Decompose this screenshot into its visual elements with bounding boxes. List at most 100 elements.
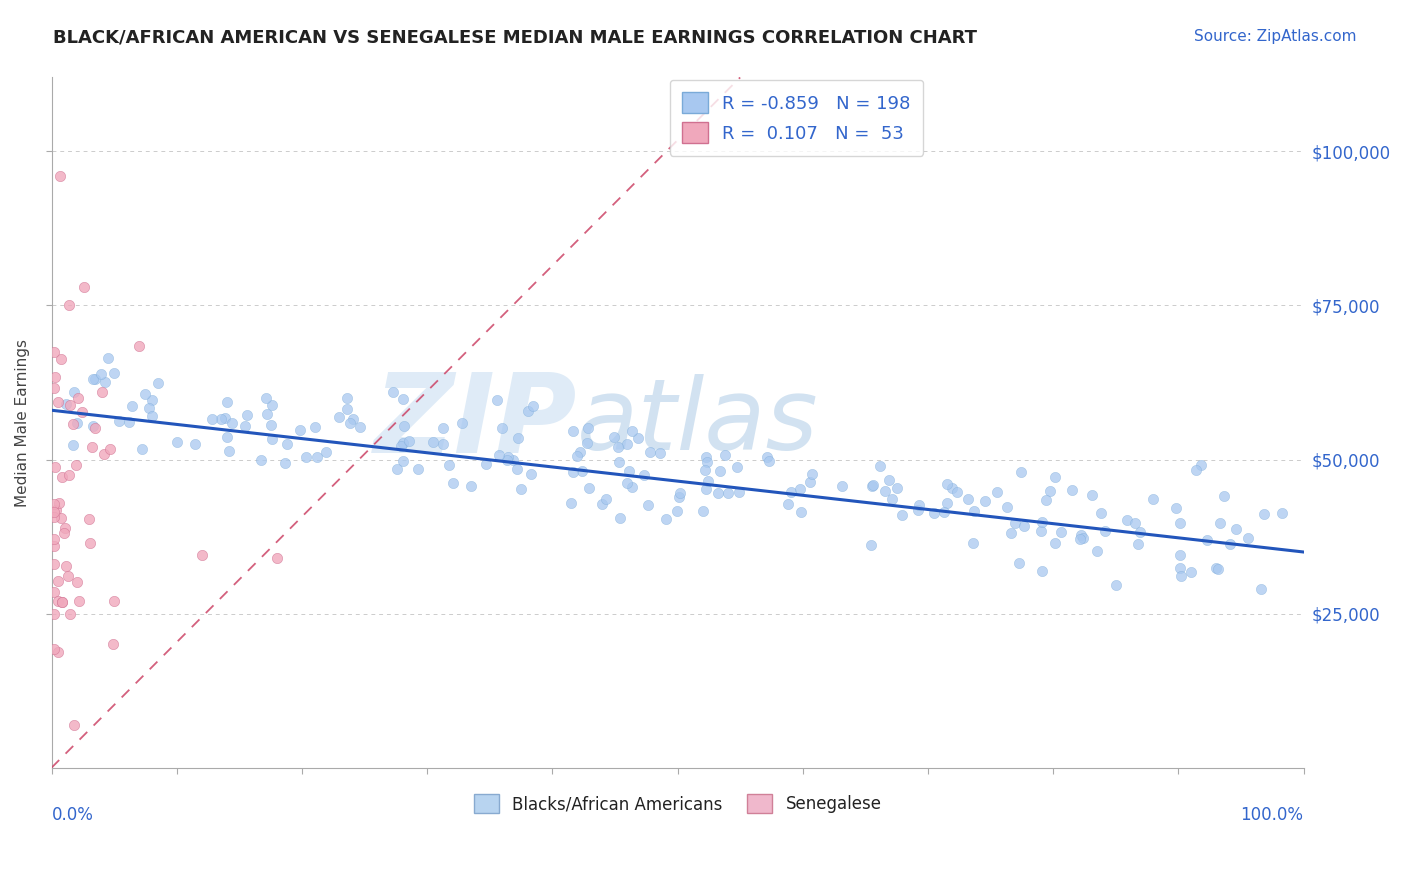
Point — [59, 397, 82, 411]
Point — [692, 504, 714, 518]
Point — [233, 418, 256, 433]
Point — [307, 450, 329, 464]
Point — [249, 452, 271, 467]
Point — [695, 450, 717, 464]
Point — [780, 485, 803, 500]
Point — [62, 417, 84, 432]
Point — [650, 446, 672, 460]
Point — [460, 479, 482, 493]
Point — [1069, 532, 1091, 546]
Point — [666, 504, 689, 518]
Point — [595, 491, 617, 506]
Point — [877, 473, 900, 487]
Point — [1039, 483, 1062, 498]
Point — [65, 458, 87, 472]
Point — [1035, 492, 1057, 507]
Text: BLACK/AFRICAN AMERICAN VS SENEGALESE MEDIAN MALE EARNINGS CORRELATION CHART: BLACK/AFRICAN AMERICAN VS SENEGALESE MED… — [53, 29, 977, 46]
Point — [506, 462, 529, 476]
Point — [520, 467, 543, 481]
Point — [474, 457, 496, 471]
Point — [290, 424, 312, 438]
Point — [236, 408, 259, 422]
Point — [1168, 548, 1191, 562]
Point — [103, 366, 125, 380]
Point — [578, 481, 600, 495]
Point — [1168, 516, 1191, 530]
Point — [70, 405, 93, 419]
Point — [266, 550, 288, 565]
Point — [304, 420, 326, 434]
Point — [496, 450, 519, 465]
Point — [1212, 489, 1234, 503]
Point — [82, 372, 104, 386]
Point — [1070, 528, 1092, 542]
Point — [134, 387, 156, 401]
Point — [973, 494, 995, 508]
Point — [571, 464, 593, 478]
Point — [1060, 483, 1083, 497]
Point — [621, 480, 644, 494]
Point — [1094, 524, 1116, 538]
Point — [1004, 516, 1026, 531]
Point — [432, 421, 454, 435]
Point — [184, 436, 207, 450]
Point — [1008, 556, 1031, 570]
Point — [882, 492, 904, 507]
Point — [83, 372, 105, 386]
Point — [217, 395, 239, 409]
Point — [398, 434, 420, 448]
Point — [146, 376, 169, 391]
Point — [121, 399, 143, 413]
Point — [924, 506, 946, 520]
Point — [215, 430, 238, 444]
Point — [49, 351, 72, 366]
Point — [517, 403, 540, 417]
Point — [62, 438, 84, 452]
Point — [56, 569, 79, 583]
Point — [606, 440, 628, 454]
Point — [406, 462, 429, 476]
Point — [1045, 536, 1067, 550]
Point — [42, 539, 65, 553]
Point — [565, 449, 588, 463]
Point — [1123, 516, 1146, 531]
Point — [693, 463, 716, 477]
Point — [77, 512, 100, 526]
Point — [42, 585, 65, 599]
Point — [1237, 531, 1260, 545]
Point — [65, 575, 87, 590]
Point — [1185, 463, 1208, 477]
Y-axis label: Median Male Earnings: Median Male Earnings — [15, 339, 30, 507]
Point — [576, 435, 599, 450]
Point — [58, 468, 80, 483]
Point — [128, 339, 150, 353]
Point — [82, 418, 104, 433]
Point — [295, 450, 318, 464]
Point — [274, 456, 297, 470]
Point — [256, 407, 278, 421]
Point — [52, 526, 75, 541]
Point — [422, 434, 444, 449]
Point — [336, 392, 359, 406]
Point — [932, 505, 955, 519]
Point — [141, 409, 163, 423]
Point — [166, 434, 188, 449]
Point — [1253, 507, 1275, 521]
Point — [1050, 524, 1073, 539]
Point — [1219, 537, 1241, 551]
Point — [42, 558, 65, 572]
Point — [1180, 565, 1202, 579]
Point — [44, 370, 66, 384]
Point — [45, 503, 67, 517]
Point — [1012, 519, 1035, 533]
Point — [695, 482, 717, 496]
Point — [727, 484, 749, 499]
Point — [1195, 533, 1218, 547]
Point — [522, 399, 544, 413]
Point — [451, 416, 474, 430]
Point — [591, 497, 613, 511]
Point — [48, 395, 70, 409]
Point — [616, 437, 638, 451]
Point — [801, 467, 824, 481]
Point — [48, 594, 70, 608]
